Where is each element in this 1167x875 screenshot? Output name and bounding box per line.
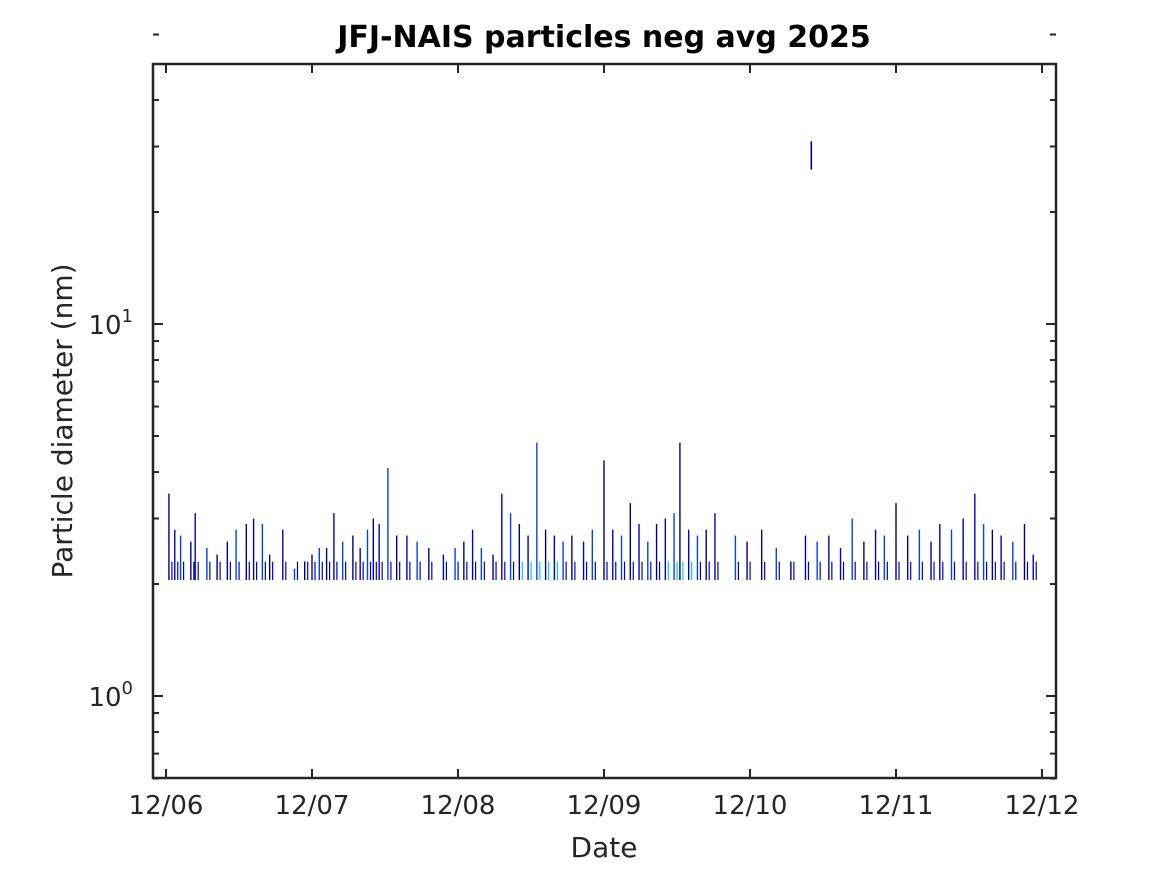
x-tick-label: 12/10 [713, 791, 788, 821]
y-axis-label: Particle diameter (nm) [46, 263, 79, 578]
y-tick-label: 101 [88, 306, 133, 341]
x-tick-labels: 12/06 12/07 12/08 12/09 12/10 12/11 12/12 [129, 791, 1080, 821]
axis-ticks [153, 33, 1056, 780]
data-bars [168, 141, 1037, 581]
plot-frame [151, 62, 1058, 780]
x-tick-label: 12/06 [129, 791, 204, 821]
y-tick-label: 100 [88, 678, 133, 713]
chart-title: JFJ-NAIS particles neg avg 2025 [335, 20, 871, 55]
y-tick-labels: 100 101 [88, 306, 133, 713]
x-tick-label: 12/11 [859, 791, 934, 821]
x-tick-label: 12/07 [275, 791, 350, 821]
x-tick-label: 12/09 [567, 791, 642, 821]
x-tick-label: 12/12 [1005, 791, 1080, 821]
x-tick-label: 12/08 [421, 791, 496, 821]
x-axis-label: Date [571, 831, 638, 864]
